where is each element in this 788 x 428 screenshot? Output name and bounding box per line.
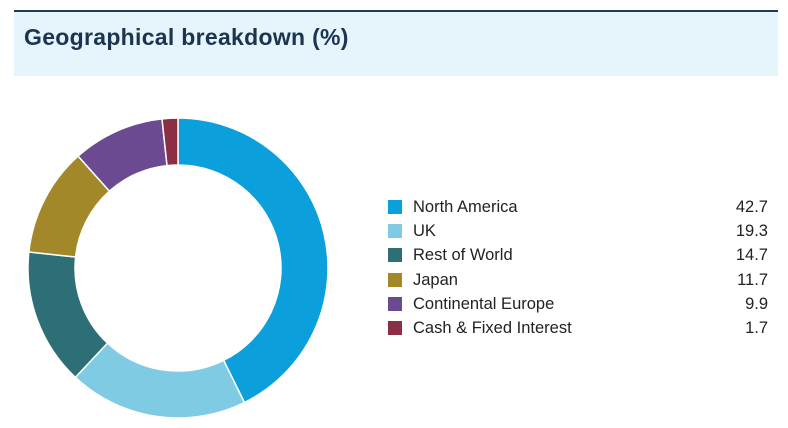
panel-header: Geographical breakdown (%) [14,10,778,76]
legend-value: 9.9 [745,294,768,313]
legend-swatch [388,248,402,263]
legend-value: 19.3 [735,222,768,241]
legend-swatch [388,272,402,287]
legend-item-cash-fixed-interest: Cash & Fixed Interest 1.7 [388,317,768,341]
legend-label: Japan [413,270,458,289]
legend-swatch [388,296,402,311]
legend-item-north-america: North America 42.7 [388,196,768,220]
panel-title: Geographical breakdown (%) [24,24,349,50]
donut-slice-cash-fixed-interest [161,117,179,167]
legend-swatch [388,200,402,214]
legend-swatch [388,320,402,335]
legend-item-uk: UK 19.3 [388,220,768,244]
legend-value: 1.7 [745,318,768,337]
donut-slice-north-america [177,117,329,404]
donut-slice-uk [74,342,246,419]
donut-chart [27,117,329,419]
legend-label: North America [413,198,518,216]
legend-value: 11.7 [737,270,768,289]
legend-item-continental-europe: Continental Europe 9.9 [388,293,768,317]
legend-swatch [388,224,402,239]
legend-label: Rest of World [413,246,513,265]
chart-legend: North America 42.7 UK 19.3 Rest of World 14.7… [388,196,768,341]
legend-value: 14.7 [735,246,768,265]
legend-value: 42.7 [735,198,768,216]
legend-label: UK [413,222,436,241]
legend-label: Cash & Fixed Interest [413,318,572,337]
legend-item-rest-of-world: Rest of World 14.7 [388,244,768,268]
legend-label: Continental Europe [413,294,555,313]
legend-item-japan: Japan 11.7 [388,269,768,293]
